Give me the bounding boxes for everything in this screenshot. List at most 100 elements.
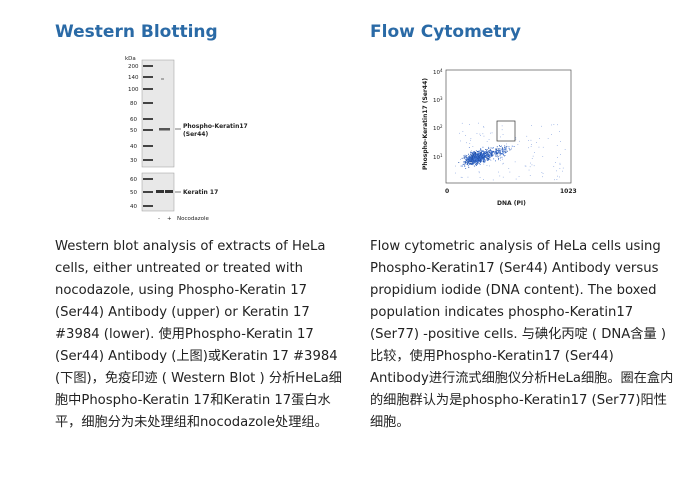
scatter-point <box>492 154 494 156</box>
scatter-point <box>506 143 507 145</box>
scatter-point <box>495 149 497 150</box>
scatter-point <box>498 171 499 173</box>
scatter-point <box>542 176 543 178</box>
scatter-point <box>478 158 480 160</box>
scatter-point <box>474 151 475 153</box>
scatter-point <box>481 150 483 152</box>
scatter-point <box>477 151 479 153</box>
y-tick-labels: 104 103 102 101 <box>433 68 443 161</box>
scatter-point <box>490 155 492 157</box>
scatter-point <box>503 148 505 150</box>
scatter-point <box>515 178 517 180</box>
scatter-point <box>472 161 474 163</box>
scatter-point <box>489 151 491 153</box>
scatter-point <box>488 151 490 152</box>
scatter-point <box>496 150 498 152</box>
scatter-point <box>469 157 471 159</box>
scatter-point <box>481 151 483 152</box>
scatter-point <box>475 163 477 165</box>
scatter-point <box>499 153 501 155</box>
scatter-point <box>480 161 481 163</box>
scatter-point <box>480 157 482 158</box>
scatter-point <box>533 165 535 167</box>
scatter-point <box>529 166 531 168</box>
lane-sign-minus: - <box>158 216 160 222</box>
svg-text:200: 200 <box>128 64 139 70</box>
scatter-point <box>493 158 495 160</box>
scatter-point <box>472 154 474 156</box>
scatter-point <box>472 158 473 160</box>
scatter-point <box>470 151 472 153</box>
scatter-point <box>484 152 485 153</box>
scatter-point <box>484 152 486 154</box>
scatter-point <box>470 159 471 161</box>
scatter-point <box>484 157 485 159</box>
scatter-point <box>484 155 486 157</box>
scatter-point <box>505 151 507 153</box>
scatter-point <box>492 147 494 149</box>
scatter-point <box>476 161 478 163</box>
scatter-point <box>495 155 497 157</box>
scatter-point <box>486 153 488 155</box>
scatter-point <box>470 156 472 157</box>
flow-cytometry-plot: Phospho-Keratin17 (Ser44) 104 103 102 10… <box>422 68 577 207</box>
scatter-point <box>495 160 496 162</box>
scatter-point <box>470 157 472 159</box>
scatter-point <box>495 150 496 152</box>
scatter-point <box>469 158 471 160</box>
svg-text:60: 60 <box>130 177 137 183</box>
scatter-point <box>508 146 510 148</box>
scatter-point <box>480 156 481 157</box>
scatter-point <box>464 161 466 163</box>
scatter-point <box>556 170 557 172</box>
scatter-point <box>502 150 504 151</box>
scatter-point <box>551 124 552 126</box>
scatter-point <box>484 151 486 153</box>
scatter-point <box>542 156 544 157</box>
scatter-point <box>490 147 492 149</box>
scatter-point <box>476 163 478 164</box>
scatter-point <box>468 166 470 168</box>
scatter-point <box>505 147 507 148</box>
scatter-point <box>542 173 544 174</box>
scatter-point <box>464 165 466 167</box>
scatter-point <box>483 163 485 165</box>
scatter-point <box>465 156 467 158</box>
scatter-point <box>485 159 487 161</box>
scatter-point <box>472 154 474 155</box>
scatter-point <box>481 157 483 159</box>
scatter-point <box>477 153 479 155</box>
scatter-point <box>473 165 475 167</box>
scatter-point <box>502 153 504 155</box>
scatter-point <box>464 159 466 161</box>
scatter-point <box>463 163 465 165</box>
scatter-point <box>476 162 478 164</box>
scatter-point <box>485 153 487 155</box>
scatter-point <box>480 151 482 153</box>
scatter-point <box>474 158 476 160</box>
scatter-point <box>500 150 502 152</box>
scatter-point <box>528 169 530 171</box>
scatter-point <box>482 153 484 155</box>
scatter-point <box>486 158 488 160</box>
scatter-point <box>503 162 504 164</box>
scatter-point <box>462 164 464 165</box>
scatter-point <box>554 179 555 181</box>
scatter-point <box>489 150 491 152</box>
scatter-point <box>486 157 488 159</box>
scatter-point <box>490 149 491 151</box>
nocodazole-label: Nocodazole <box>177 216 210 222</box>
scatter-point <box>479 156 481 158</box>
scatter-point <box>486 141 488 142</box>
scatter-point <box>486 151 487 153</box>
scatter-point <box>483 159 484 160</box>
scatter-point <box>473 156 474 158</box>
scatter-point <box>498 149 500 151</box>
scatter-point <box>487 152 489 153</box>
scatter-point <box>497 152 498 154</box>
scatter-point <box>472 155 474 157</box>
scatter-point <box>480 154 481 156</box>
svg-text:103: 103 <box>433 96 443 104</box>
scatter-point <box>479 160 481 162</box>
scatter-point <box>461 122 463 124</box>
